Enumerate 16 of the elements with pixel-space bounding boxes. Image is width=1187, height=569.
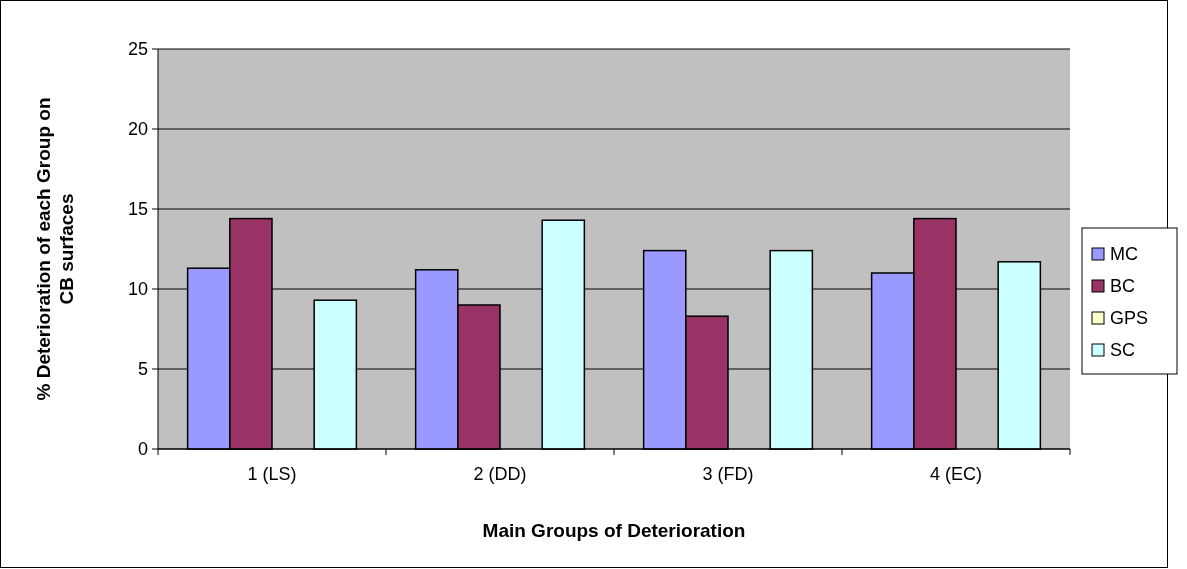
legend-label: GPS	[1110, 308, 1149, 329]
legend-label: BC	[1110, 276, 1136, 297]
legend-label: MC	[1110, 244, 1138, 265]
legend-label: SC	[1110, 340, 1136, 361]
x-tick-label: 2 (DD)	[473, 464, 527, 484]
y-tick-label: 10	[127, 279, 148, 300]
y-tick-label: 0	[137, 439, 148, 460]
x-tick-label: 3 (FD)	[702, 464, 754, 484]
y-axis-title: % Deterioration of each Group on CB surfaces	[33, 97, 77, 401]
x-tick-label: 4 (EC)	[929, 464, 983, 484]
y-tick-label: 15	[127, 199, 148, 220]
x-tick-label: 1 (LS)	[247, 464, 297, 484]
y-tick-label: 25	[127, 39, 148, 60]
y-tick-label: 5	[137, 359, 148, 380]
x-axis-title: Main Groups of Deterioration	[482, 520, 746, 541]
y-tick-label: 20	[127, 119, 148, 140]
